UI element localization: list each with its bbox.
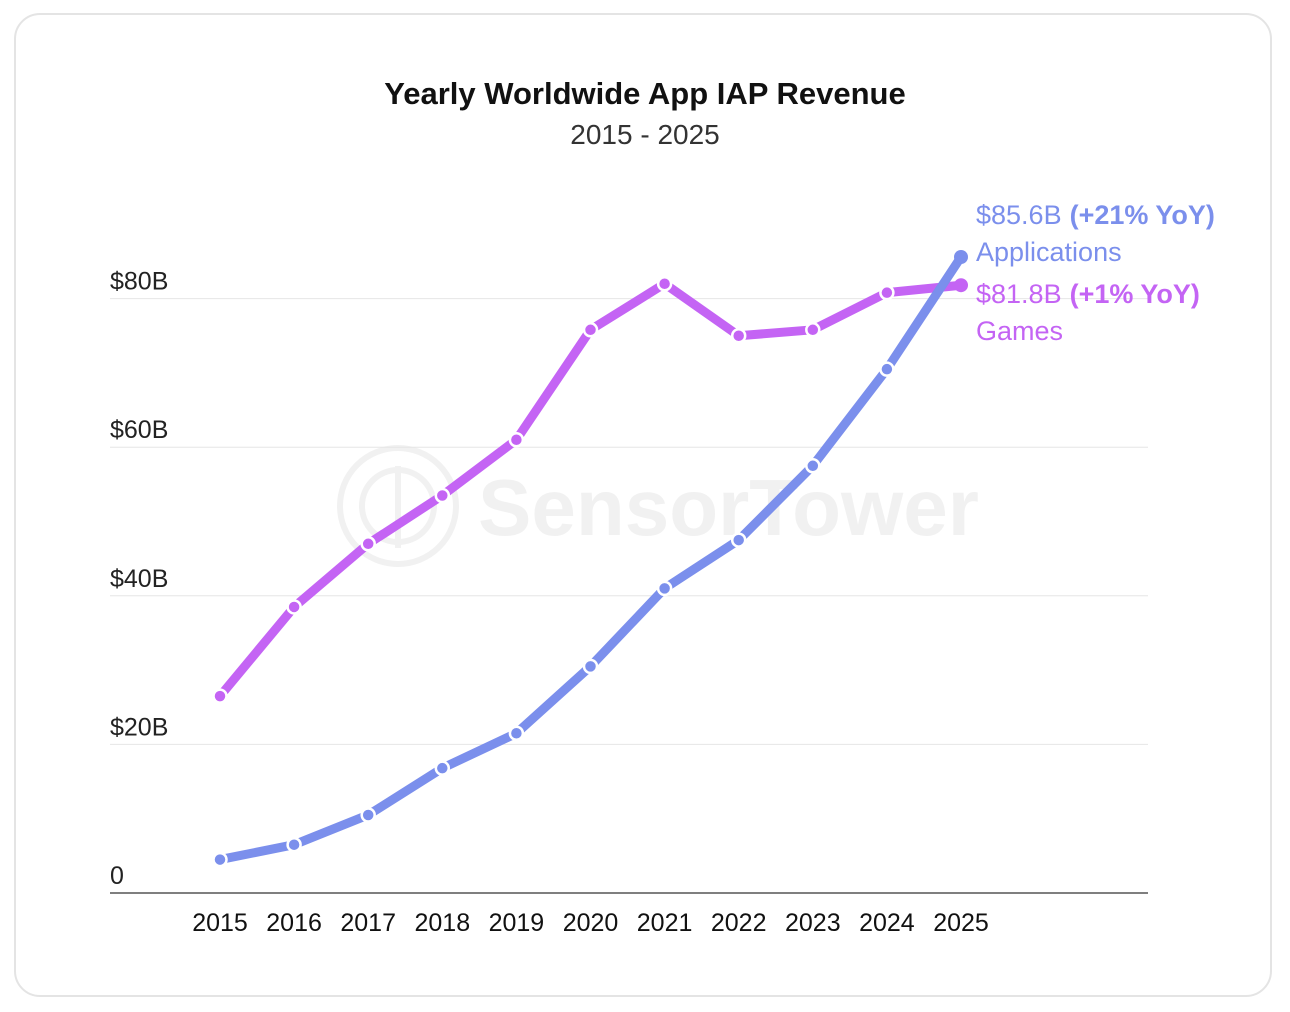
annotation-applications-amount: $85.6B bbox=[976, 200, 1062, 230]
x-tick-label: 2022 bbox=[711, 909, 767, 937]
data-point-applications bbox=[434, 760, 451, 776]
data-point-applications bbox=[212, 851, 228, 868]
y-tick-label: $20B bbox=[110, 713, 168, 741]
y-tick-label: $60B bbox=[110, 416, 168, 444]
data-point-applications bbox=[656, 580, 673, 597]
sensortower-logo-icon bbox=[337, 445, 459, 567]
data-point-games bbox=[360, 536, 376, 552]
data-point-games bbox=[656, 275, 673, 292]
data-point-applications bbox=[582, 658, 599, 675]
data-point-games bbox=[730, 328, 747, 344]
data-point-games bbox=[954, 278, 968, 293]
x-tick-label: 2023 bbox=[785, 909, 841, 937]
data-point-games bbox=[582, 322, 599, 338]
data-point-games bbox=[508, 432, 525, 448]
data-point-games bbox=[434, 487, 451, 504]
x-tick-label: 2015 bbox=[192, 909, 248, 937]
annotation-applications-value: $85.6B (+21% YoY) bbox=[976, 200, 1215, 230]
data-point-games bbox=[879, 284, 895, 301]
data-point-games bbox=[212, 688, 228, 704]
annotation-games-name: Games bbox=[976, 316, 1063, 346]
annotation-games-amount: $81.8B bbox=[976, 279, 1062, 309]
x-axis-ticks: 2015 2016 2017 2018 2019 2020 2021 2022 2023 2024… bbox=[192, 909, 989, 937]
x-tick-label: 2018 bbox=[414, 909, 470, 937]
x-tick-label: 2024 bbox=[859, 909, 915, 937]
x-tick-label: 2020 bbox=[563, 909, 619, 937]
data-point-applications bbox=[286, 836, 302, 853]
data-point-applications bbox=[730, 532, 747, 548]
y-tick-label: $40B bbox=[110, 565, 168, 593]
grid-lines bbox=[110, 298, 1148, 894]
data-point-games bbox=[805, 322, 821, 338]
x-tick-label: 2019 bbox=[489, 909, 545, 937]
end-annotations: $85.6B (+21% YoY) Applications $81.8B (+1% Y… bbox=[976, 200, 1215, 346]
y-axis-ticks: 0 $20B $40B $60B $80B bbox=[110, 268, 168, 890]
chart-subtitle: 2015 - 2025 bbox=[570, 119, 719, 150]
y-tick-label: $80B bbox=[110, 268, 168, 296]
data-point-applications bbox=[508, 725, 525, 742]
x-tick-label: 2016 bbox=[266, 909, 322, 937]
annotation-applications-name: Applications bbox=[976, 237, 1122, 267]
annotation-applications-yoy: (+21% YoY) bbox=[1070, 200, 1215, 230]
sensortower-watermark: SensorTower bbox=[337, 445, 979, 567]
x-tick-label: 2017 bbox=[340, 909, 396, 937]
data-point-applications bbox=[360, 807, 376, 823]
annotation-games-value: $81.8B (+1% YoY) bbox=[976, 279, 1200, 309]
data-point-applications bbox=[954, 249, 968, 264]
y-tick-label: 0 bbox=[110, 862, 124, 890]
chart-card bbox=[14, 13, 1272, 997]
series-lines bbox=[212, 249, 968, 868]
x-tick-label: 2025 bbox=[933, 909, 989, 937]
data-point-applications bbox=[805, 458, 821, 474]
data-point-applications bbox=[879, 361, 895, 377]
x-tick-label: 2021 bbox=[637, 909, 693, 937]
data-point-games bbox=[286, 599, 302, 615]
series-line-applications bbox=[215, 252, 966, 865]
chart-title: Yearly Worldwide App IAP Revenue bbox=[384, 76, 905, 111]
watermark-text: SensorTower bbox=[478, 463, 979, 552]
annotation-games-yoy: (+1% YoY) bbox=[1070, 279, 1200, 309]
